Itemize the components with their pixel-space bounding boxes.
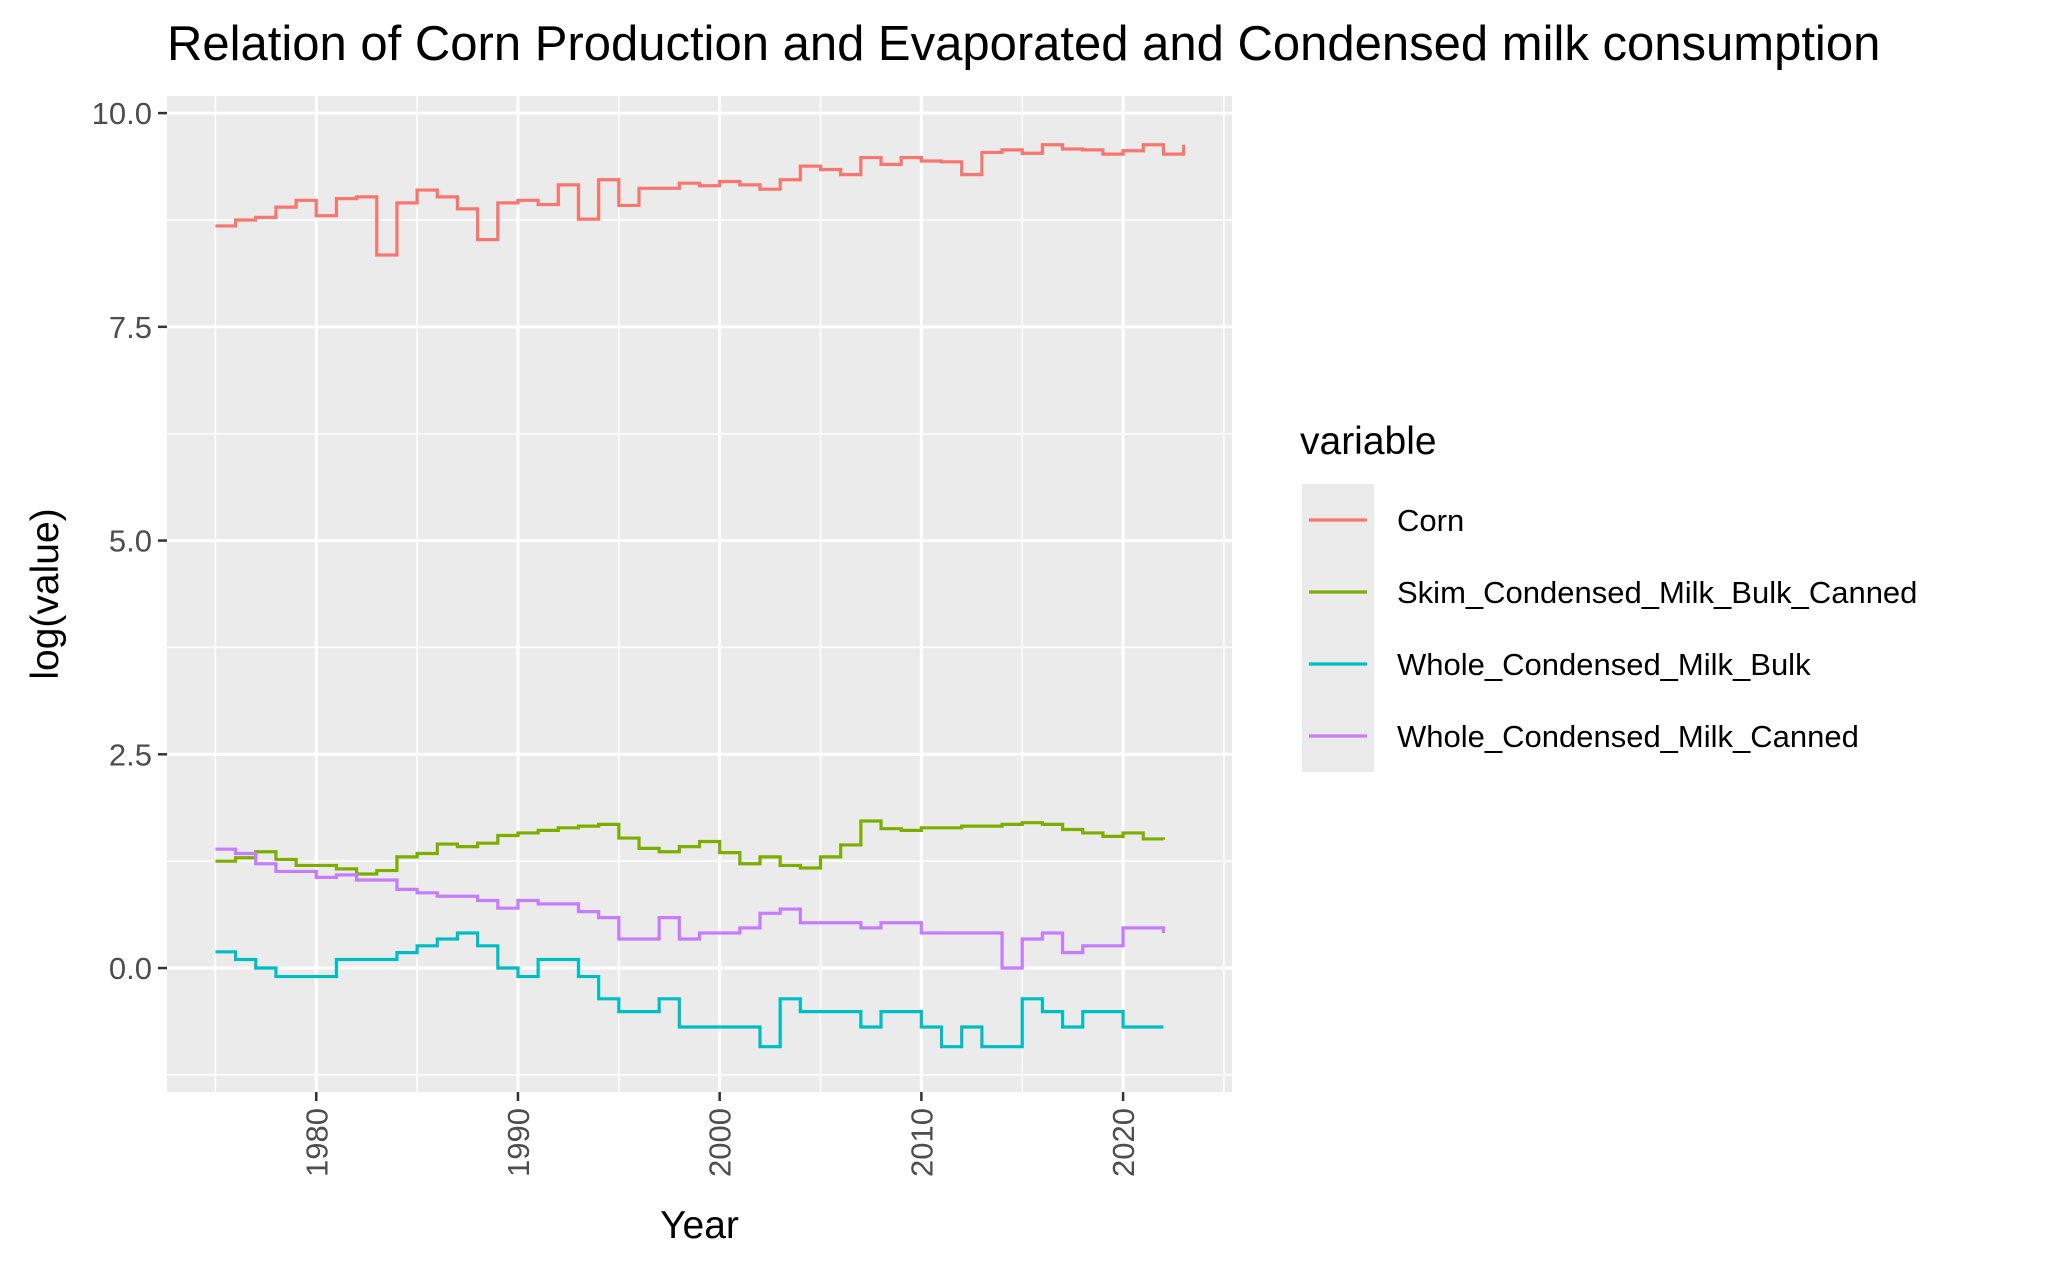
x-tick-label: 2020 [1106, 1108, 1141, 1177]
series-line-1 [215, 819, 1166, 876]
grid [167, 96, 1232, 1092]
y-tick-label: 2.5 [109, 737, 152, 772]
plot-panel [167, 96, 1232, 1092]
x-tick-label: 1990 [501, 1108, 536, 1177]
legend-label-1: Skim_Condensed_Milk_Bulk_Canned [1397, 575, 1917, 610]
y-tick-label: 7.5 [109, 310, 152, 345]
y-tick-label: 5.0 [109, 524, 152, 559]
legend-title: variable [1300, 420, 1437, 463]
x-tick-label: 2010 [904, 1108, 939, 1177]
x-tick-label: 2000 [703, 1108, 738, 1177]
legend-label-3: Whole_Condensed_Milk_Canned [1397, 719, 1859, 754]
chart-title: Relation of Corn Production and Evaporat… [167, 17, 1880, 71]
legend-label-2: Whole_Condensed_Milk_Bulk [1397, 647, 1811, 682]
y-tick-label: 0.0 [109, 951, 152, 986]
legend-label-0: Corn [1397, 503, 1464, 538]
x-axis-title: Year [660, 1204, 739, 1247]
legend-key-background [1302, 484, 1374, 772]
x-tick-label: 1980 [299, 1108, 334, 1177]
y-axis-title: log(value) [24, 508, 67, 679]
legend: variable Corn Skim_Condensed_Milk_Bulk_Ca… [1300, 420, 1917, 772]
series-group [215, 143, 1186, 1049]
y-tick-label: 10.0 [92, 96, 152, 131]
series-line-0 [215, 143, 1186, 257]
axes: 1980 1990 2000 2010 2020 0.0 2.5 5.0 7.5 10.0 [92, 96, 1141, 1177]
series-line-2 [215, 931, 1164, 1049]
series-line-3 [215, 847, 1166, 970]
